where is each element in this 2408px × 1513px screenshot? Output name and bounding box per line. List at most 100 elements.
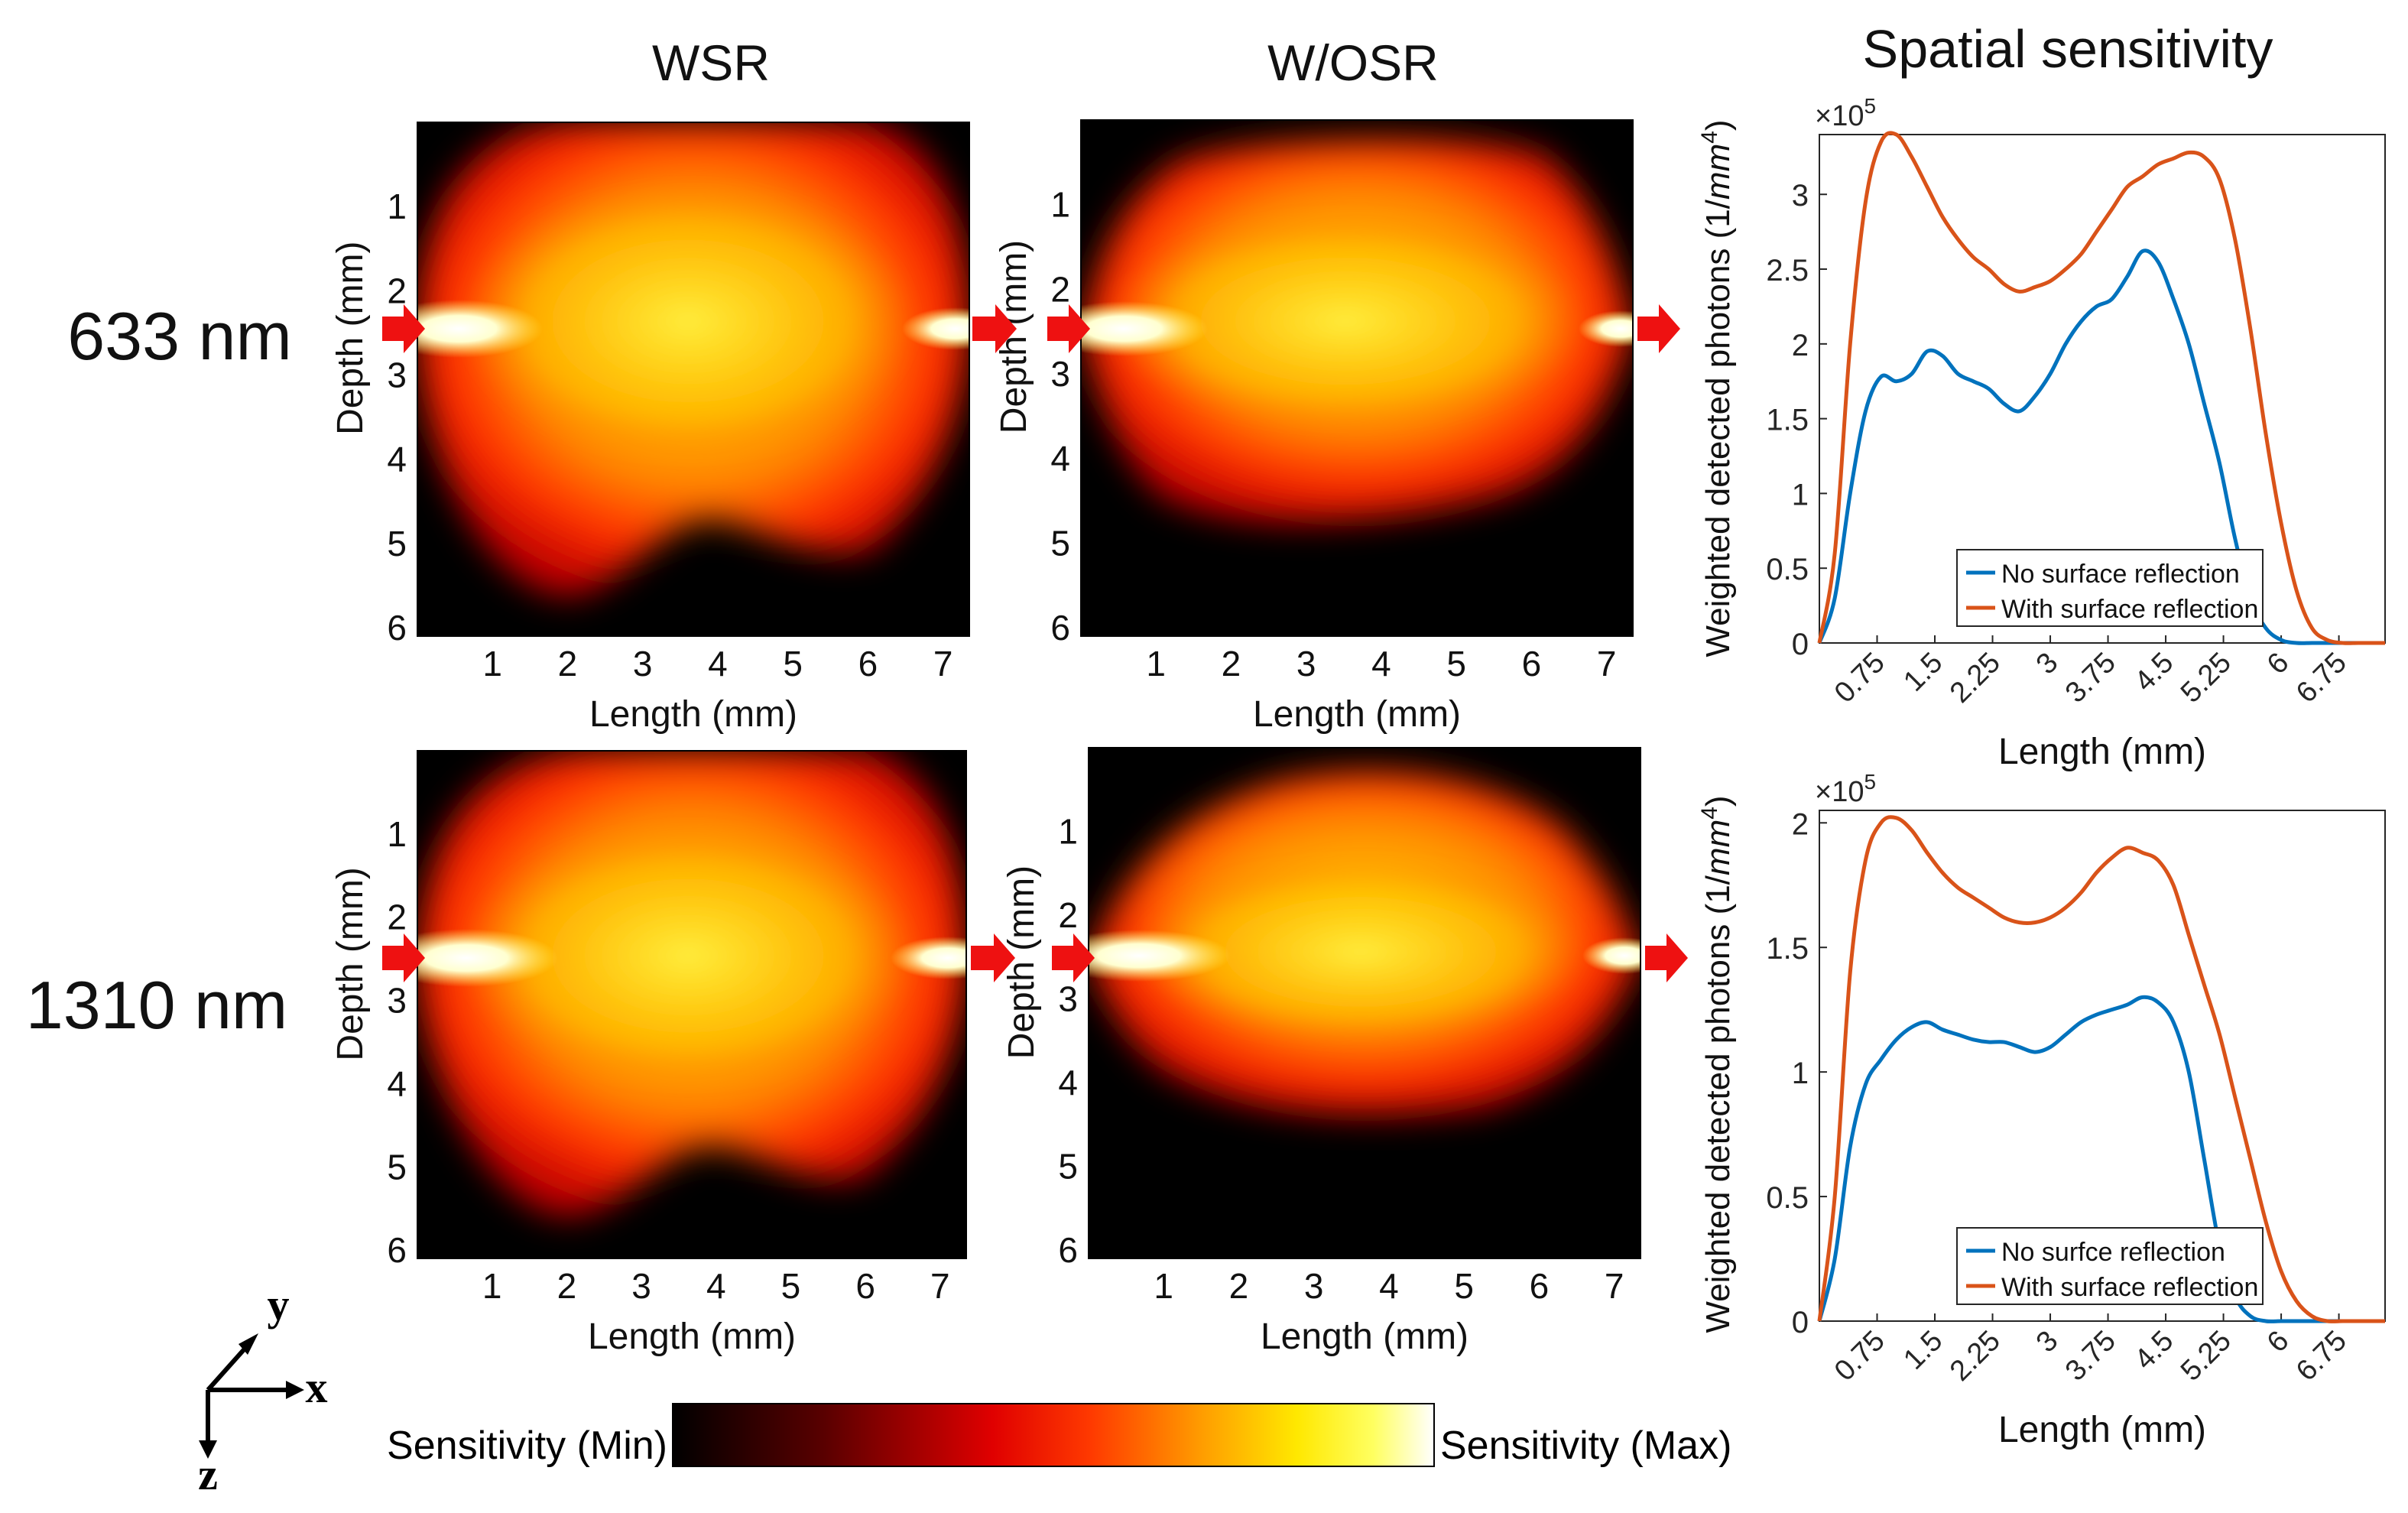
arrow-icon — [972, 304, 1017, 353]
y-tick-label: 3 — [387, 981, 407, 1021]
x-axis-label: Length (mm) — [588, 1317, 796, 1357]
x-tick-label: 6.75 — [2290, 1325, 2353, 1388]
arrow-icon — [1645, 933, 1688, 982]
x-tick-label: 3 — [2030, 1325, 2065, 1359]
x-tick-label: 5.25 — [2175, 1325, 2238, 1388]
exponent-base: ×10 — [1815, 100, 1864, 132]
y-axis-label: Depth (mm) — [330, 867, 371, 1060]
y-tick-label: 5 — [387, 524, 407, 563]
colorbar-max-label: Sensitivity (Max) — [1440, 1424, 1731, 1468]
y-label-text: Weighted detected photons (1/ — [1699, 199, 1737, 657]
y-tick-label: 1.5 — [1766, 404, 1809, 437]
arrow-icon — [1637, 304, 1680, 353]
coordinate-axes-icon — [199, 1333, 304, 1459]
y-tick-label: 2 — [1050, 269, 1070, 309]
x-tick-label: 1 — [482, 644, 502, 683]
y-tick-label: 2 — [387, 271, 407, 310]
y-tick-label: 4 — [387, 440, 407, 479]
y-exponent-label: ×105 — [1815, 94, 1876, 132]
y-tick-label: 1 — [1792, 1057, 1809, 1090]
axis-z-letter: z — [198, 1450, 218, 1499]
y-tick-label: 2 — [1792, 807, 1809, 841]
x-tick-label: 2 — [558, 644, 578, 683]
arrow-icon — [971, 933, 1015, 982]
x-axis-label: Length (mm) — [1253, 694, 1461, 735]
x-tick-label: 3 — [2030, 647, 2065, 681]
y-label-unit: mm — [1699, 820, 1737, 875]
colorbar-min-label: Sensitivity (Min) — [387, 1424, 667, 1468]
y-tick-label: 6 — [1050, 608, 1070, 648]
x-tick-label: 6 — [858, 644, 878, 683]
y-tick-label: 3 — [1792, 179, 1809, 213]
y-tick-label: 5 — [1058, 1147, 1078, 1187]
axis-y-letter: y — [268, 1280, 290, 1330]
y-label-power: 4 — [1697, 807, 1722, 820]
y-tick-label: 1 — [1050, 185, 1070, 225]
y-tick-label: 4 — [387, 1063, 407, 1103]
y-label-power: 4 — [1697, 131, 1722, 144]
x-tick-label: 4 — [1379, 1266, 1399, 1306]
x-axis-label: Length (mm) — [1261, 1317, 1468, 1357]
arrow-icon — [382, 933, 425, 982]
y-tick-label: 6 — [387, 1230, 407, 1270]
x-tick-label: 4.5 — [2128, 1325, 2179, 1376]
x-tick-label: 2.25 — [1944, 1325, 2007, 1388]
y-tick-label: 1 — [387, 187, 407, 226]
x-tick-label: 5 — [1446, 644, 1466, 683]
y-tick-label: 2 — [1792, 329, 1809, 362]
y-tick-label: 4 — [1050, 439, 1070, 479]
x-tick-label: 6 — [1522, 644, 1542, 683]
x-tick-label: 6 — [855, 1266, 875, 1306]
y-axis-label: Depth (mm) — [330, 242, 371, 435]
x-tick-label: 6.75 — [2290, 647, 2353, 709]
x-tick-label: 5 — [783, 644, 803, 683]
x-axis-label: Length (mm) — [589, 694, 797, 735]
y-tick-label: 0.5 — [1766, 1181, 1809, 1215]
title-wsr: WSR — [652, 34, 770, 91]
legend — [1956, 1227, 2264, 1305]
y-tick-label: 0 — [1792, 1306, 1809, 1339]
line-chart-1310: 00.511.520.75 1.52.25 33.75 4.55.25 66.75×10… — [1697, 770, 2386, 1450]
heatmap-wsr-1310 — [417, 750, 967, 1259]
y-tick-label: 1 — [1792, 478, 1809, 511]
y-tick-label: 4 — [1058, 1063, 1078, 1102]
y-tick-label: 1 — [387, 814, 407, 854]
source-arrows — [382, 304, 1688, 982]
x-tick-label: 4 — [708, 644, 728, 683]
x-tick-label: 2.25 — [1944, 647, 2007, 709]
x-tick-label: 6 — [1530, 1266, 1550, 1306]
y-tick-label: 2 — [387, 898, 407, 937]
legend-label: No surface reflection — [2001, 560, 2240, 589]
y-tick-label: 2.5 — [1766, 254, 1809, 287]
heatmap-wsr-633 — [417, 122, 970, 637]
y-tick-label: 1 — [1058, 812, 1078, 852]
series-line-1 — [1817, 248, 2385, 645]
x-tick-label: 5.25 — [2175, 647, 2238, 709]
heatmap-wosr-633 — [1080, 119, 1634, 637]
x-tick-label: 0.75 — [1829, 647, 1891, 709]
x-tick-label: 3 — [631, 1266, 651, 1306]
y-label-unit: mm — [1699, 144, 1737, 200]
exponent-base: ×10 — [1815, 776, 1864, 808]
y-tick-label: 0 — [1792, 628, 1809, 661]
heatmap-wosr-1310 — [1088, 747, 1641, 1259]
row-label-633: 633 nm — [67, 298, 292, 374]
arrow-icon — [1047, 304, 1090, 353]
series-line-1 — [1817, 995, 2385, 1323]
arrow-icon — [1052, 933, 1095, 982]
x-tick-label: 3.75 — [2059, 647, 2122, 709]
axis-x-letter: x — [306, 1362, 328, 1412]
x-tick-label: 7 — [1597, 644, 1617, 683]
x-tick-label: 3 — [1296, 644, 1316, 683]
y-tick-label: 6 — [1058, 1230, 1078, 1270]
legend — [1956, 549, 2264, 627]
x-tick-label: 3.75 — [2059, 1325, 2122, 1388]
x-tick-label: 7 — [930, 1266, 950, 1306]
exponent-power: 5 — [1864, 94, 1876, 118]
x-tick-label: 2 — [1222, 644, 1241, 683]
line-chart-633: 00.511.522.530.75 1.52.25 33.75 4.55.25 66.7… — [1697, 94, 2386, 772]
y-label-close: ) — [1699, 119, 1737, 131]
x-tick-label: 1.5 — [1897, 1325, 1949, 1376]
x-tick-label: 4.5 — [2128, 647, 2179, 698]
